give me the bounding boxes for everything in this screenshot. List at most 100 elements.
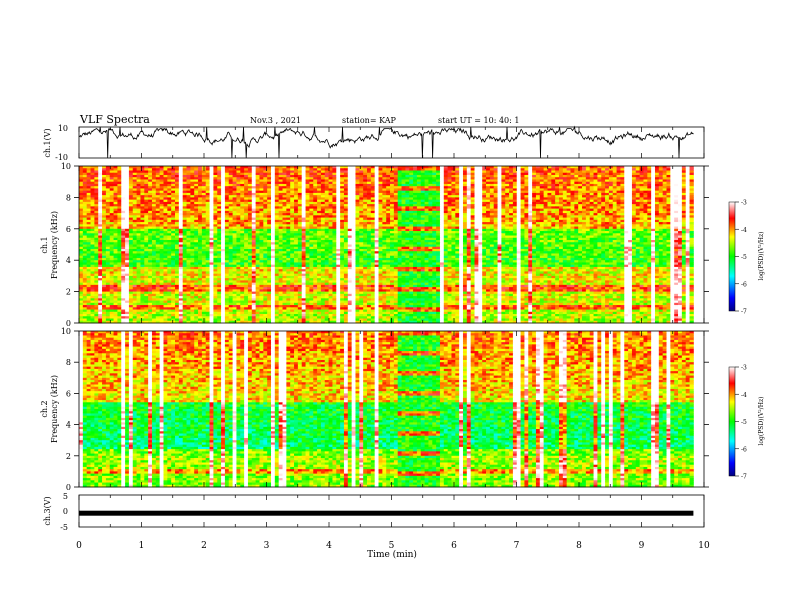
spectrogram-cell: [198, 177, 202, 180]
spectrogram-cell: [659, 168, 663, 171]
spectrogram-cell: [651, 168, 655, 171]
spectrogram-cell: [402, 168, 406, 171]
spectrogram-cell: [590, 184, 594, 187]
spectrogram-cell: [317, 177, 321, 180]
spectrogram-cell: [482, 177, 486, 180]
spectrogram-cell: [690, 184, 694, 187]
spectrogram-cell: [613, 168, 617, 171]
spectrogram-cell: [183, 184, 187, 187]
spectrogram-cell: [98, 168, 102, 171]
spectrogram-cell: [421, 177, 425, 180]
spectrogram-cell: [344, 177, 348, 180]
spectrogram-cell: [448, 168, 452, 171]
spectrogram-cell: [279, 177, 283, 180]
spectrogram-cell: [279, 184, 283, 187]
spectrogram-cell: [394, 177, 398, 180]
spectrogram-cell: [444, 184, 448, 187]
spectrogram-cell: [478, 184, 482, 187]
spectrogram-cell: [117, 168, 121, 171]
spectrogram-cell: [283, 184, 287, 187]
spectrogram-cell: [674, 168, 678, 171]
spectrogram-cell: [348, 168, 352, 171]
spectrogram-cell: [559, 177, 563, 180]
spectrogram-cell: [206, 168, 210, 171]
spectrogram-cell: [590, 168, 594, 171]
spectrogram-cell: [517, 177, 521, 180]
spectrogram-cell: [302, 168, 306, 171]
spectrogram-cell: [306, 168, 310, 171]
spectrogram-cell: [513, 177, 517, 180]
spectrogram-cell: [678, 184, 682, 187]
spectrogram-cell: [244, 177, 248, 180]
spectrogram-cell: [359, 177, 363, 180]
spectrogram-cell: [137, 177, 141, 180]
spectrogram-cell: [198, 168, 202, 171]
spectrogram-cell: [409, 177, 413, 180]
spectrogram-cell: [217, 177, 221, 180]
station-label: station= KAP: [342, 116, 397, 125]
spectrogram-cell: [340, 177, 344, 180]
spectrogram-cell: [217, 184, 221, 187]
spectrogram-cell: [344, 168, 348, 171]
spectrogram-cell: [125, 184, 129, 187]
spectrogram-cell: [528, 177, 532, 180]
spectrogram-cell: [467, 177, 471, 180]
spectrogram-cell: [325, 184, 329, 187]
spectrogram-cell: [83, 184, 87, 187]
spectrogram-cell: [594, 168, 598, 171]
spectrogram-cell: [667, 177, 671, 180]
spectrogram-cell: [425, 184, 429, 187]
spectrogram-cell: [371, 177, 375, 180]
spectrogram-cell: [306, 177, 310, 180]
spectrogram-cell: [386, 168, 390, 171]
spectrogram-cell: [352, 184, 356, 187]
spectrogram-cell: [498, 177, 502, 180]
spectrogram-cell: [94, 177, 98, 180]
spectrogram-cell: [444, 168, 448, 171]
spectrogram-cell: [117, 184, 121, 187]
spectrogram-cell: [275, 184, 279, 187]
spectrogram-cell: [471, 184, 475, 187]
spectrogram-cell: [559, 168, 563, 171]
spectrogram-cell: [498, 184, 502, 187]
spectrogram-cell: [494, 177, 498, 180]
spectrogram-cell: [156, 177, 160, 180]
spectrogram-cell: [517, 184, 521, 187]
spectrogram-cell: [229, 168, 233, 171]
spectrogram-cell: [574, 177, 578, 180]
spectrogram-cell: [290, 184, 294, 187]
spectrogram-cell: [140, 168, 144, 171]
spectrogram-cell: [582, 168, 586, 171]
spectrogram-cell: [432, 177, 436, 180]
spectrogram-cell: [413, 168, 417, 171]
ch1-spectrogram-image: [79, 166, 694, 323]
spectrogram-cell: [371, 168, 375, 171]
spectrogram-cell: [659, 177, 663, 180]
spectrogram-cell: [229, 177, 233, 180]
spectrogram-cell: [528, 184, 532, 187]
spectrogram-cell: [663, 184, 667, 187]
spectrogram-cell: [202, 184, 206, 187]
spectrogram-cell: [459, 177, 463, 180]
spectrogram-cell: [532, 184, 536, 187]
spectrogram-cell: [348, 184, 352, 187]
spectrogram-cell: [233, 184, 237, 187]
spectrogram-cell: [690, 168, 694, 171]
spectrogram-cell: [563, 168, 567, 171]
spectrogram-cell: [601, 177, 605, 180]
spectrogram-cell: [663, 168, 667, 171]
spectrogram-cell: [298, 184, 302, 187]
spectrogram-cell: [551, 184, 555, 187]
spectrogram-cell: [140, 177, 144, 180]
spectrogram-cell: [294, 184, 298, 187]
spectrogram-cell: [586, 184, 590, 187]
spectrogram-cell: [340, 168, 344, 171]
spectrogram-cell: [286, 168, 290, 171]
spectrogram-cell: [106, 184, 110, 187]
spectrogram-cell: [267, 168, 271, 171]
spectrogram-cell: [283, 177, 287, 180]
spectrogram-cell: [394, 184, 398, 187]
spectrogram-cell: [475, 184, 479, 187]
spectrogram-cell: [563, 184, 567, 187]
spectrogram-cell: [367, 177, 371, 180]
